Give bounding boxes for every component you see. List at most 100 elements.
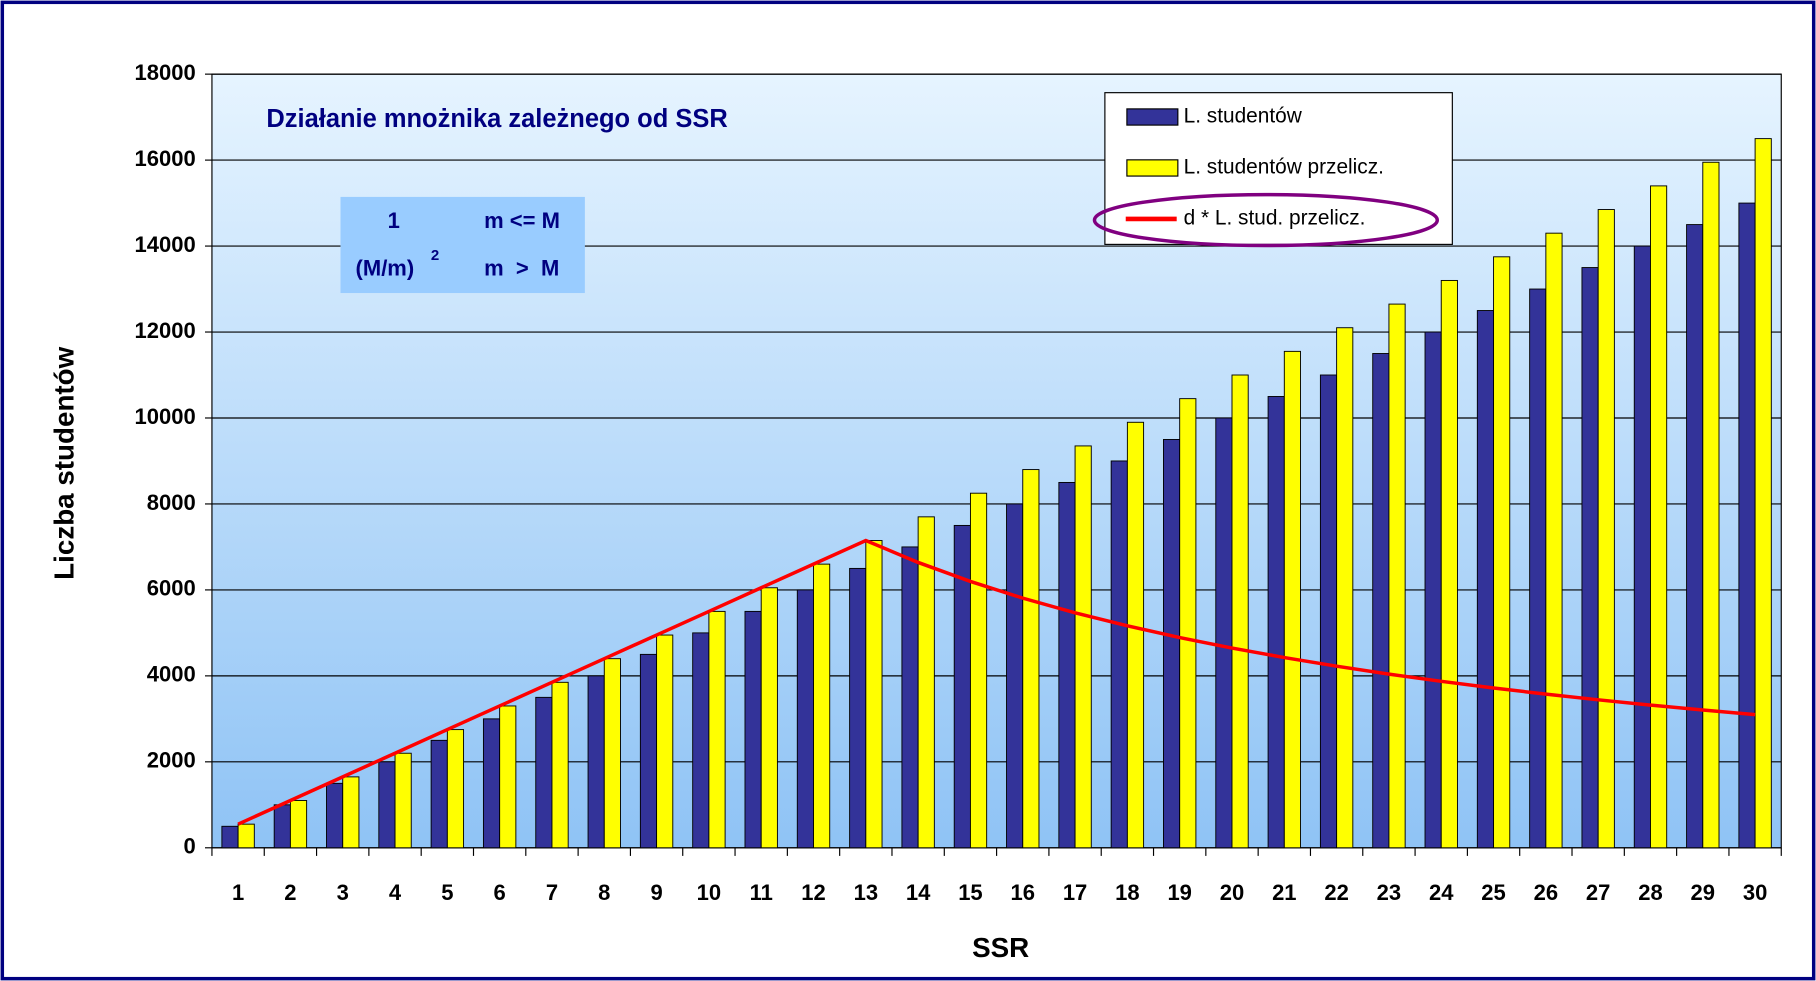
y-tick-label: 18000 — [135, 60, 196, 85]
bar — [482, 718, 501, 849]
bar — [1074, 445, 1092, 849]
x-tick-label: 15 — [958, 880, 982, 905]
bar — [1283, 350, 1301, 849]
bar — [1388, 303, 1406, 849]
x-tick-label: 6 — [494, 880, 506, 905]
x-tick-label: 20 — [1220, 880, 1244, 905]
bar — [865, 540, 883, 849]
x-tick-label: 14 — [906, 880, 931, 905]
bar — [917, 516, 935, 849]
x-tick-label: 10 — [697, 880, 721, 905]
bar — [221, 825, 239, 849]
bar — [1163, 439, 1181, 849]
bar — [1702, 161, 1720, 849]
y-tick-label: 6000 — [147, 576, 196, 601]
bar — [1650, 185, 1668, 849]
bar — [1754, 138, 1772, 849]
legend-label: L. studentów przelicz. — [1184, 155, 1384, 178]
x-tick-label: 3 — [337, 880, 349, 905]
x-tick-label: 28 — [1638, 880, 1662, 905]
x-tick-label: 19 — [1167, 880, 1191, 905]
bar — [289, 800, 308, 849]
x-tick-label: 24 — [1429, 880, 1454, 905]
legend-label: L. studentów — [1184, 104, 1303, 127]
formula-exponent: 2 — [431, 247, 439, 264]
bar — [901, 546, 919, 849]
x-tick-label: 13 — [854, 880, 878, 905]
bar — [1738, 202, 1756, 849]
formula-condition: m <= M — [484, 208, 560, 233]
bar — [237, 823, 255, 849]
formula-condition: m > M — [484, 256, 559, 281]
line — [237, 538, 1756, 826]
bar — [326, 782, 344, 849]
x-tick-label: 25 — [1481, 880, 1505, 905]
bar — [760, 587, 778, 849]
x-tick-label: 17 — [1063, 880, 1087, 905]
formula-value: (M/m) — [356, 256, 415, 281]
y-tick-label: 16000 — [135, 146, 196, 171]
bar — [1476, 310, 1495, 849]
x-tick-label: 26 — [1534, 880, 1558, 905]
x-tick-label: 27 — [1586, 880, 1610, 905]
x-tick-label: 18 — [1115, 880, 1139, 905]
bar — [692, 632, 710, 849]
bar — [1022, 469, 1040, 849]
x-tick-label: 7 — [546, 880, 558, 905]
bar — [708, 610, 726, 849]
bar — [551, 681, 569, 849]
y-tick-label: 10000 — [135, 404, 196, 429]
bar — [1424, 331, 1442, 849]
bar — [1215, 417, 1233, 849]
bar — [1633, 245, 1651, 849]
bar — [342, 776, 360, 849]
bar — [813, 563, 831, 849]
bar — [1529, 288, 1547, 849]
bar — [1110, 460, 1128, 849]
x-tick-label: 9 — [650, 880, 662, 905]
x-tick-label: 21 — [1272, 880, 1296, 905]
x-tick-label: 16 — [1011, 880, 1035, 905]
bar — [378, 761, 396, 849]
chart-title: Działanie mnożnika zależnego od SSR — [266, 105, 727, 133]
bar — [953, 524, 971, 849]
legend-label: d * L. stud. przelicz. — [1184, 206, 1366, 229]
bar — [1231, 374, 1249, 849]
x-tick-label: 5 — [441, 880, 453, 905]
bar — [1319, 374, 1338, 849]
bar — [446, 729, 465, 849]
legend-entries: L. studentów L. studentów przelicz. d * L.… — [1125, 104, 1384, 229]
bar — [796, 589, 814, 849]
y-tick-label: 8000 — [147, 490, 196, 515]
marks — [221, 138, 1772, 849]
x-tick-label: 4 — [389, 880, 402, 905]
y-axis-title: Liczba studentów — [48, 346, 79, 579]
bar — [587, 675, 605, 849]
y-tick-label: 14000 — [135, 232, 196, 257]
bar — [1006, 503, 1024, 849]
bar — [1058, 481, 1076, 849]
bar — [1545, 232, 1563, 849]
bar — [603, 658, 621, 849]
y-tick-label: 0 — [183, 834, 195, 859]
bar — [1493, 256, 1511, 849]
formula-box — [340, 196, 585, 294]
bar — [1267, 396, 1285, 849]
x-tick-label: 8 — [598, 880, 610, 905]
bar — [849, 567, 867, 849]
bar — [1581, 267, 1599, 849]
bar — [656, 634, 674, 849]
y-tick-label: 4000 — [147, 662, 196, 687]
x-tick-label: 11 — [750, 880, 773, 905]
x-tick-label: 23 — [1377, 880, 1401, 905]
y-tick-label: 2000 — [147, 748, 196, 773]
highlight-ellipse — [1092, 192, 1440, 248]
x-axis-title: SSR — [972, 932, 1029, 963]
bar — [1686, 224, 1704, 849]
bar — [430, 739, 448, 849]
bar — [1336, 327, 1354, 849]
x-tick-label: 29 — [1691, 880, 1715, 905]
y-tick-label: 12000 — [135, 318, 196, 343]
bar — [639, 653, 658, 849]
x-tick-label: 22 — [1324, 880, 1348, 905]
